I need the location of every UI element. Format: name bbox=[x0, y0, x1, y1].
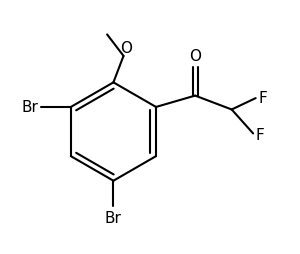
Text: O: O bbox=[121, 40, 133, 55]
Text: F: F bbox=[256, 128, 264, 143]
Text: O: O bbox=[189, 49, 201, 64]
Text: Br: Br bbox=[105, 210, 122, 225]
Text: Br: Br bbox=[21, 100, 38, 115]
Text: F: F bbox=[258, 90, 267, 105]
